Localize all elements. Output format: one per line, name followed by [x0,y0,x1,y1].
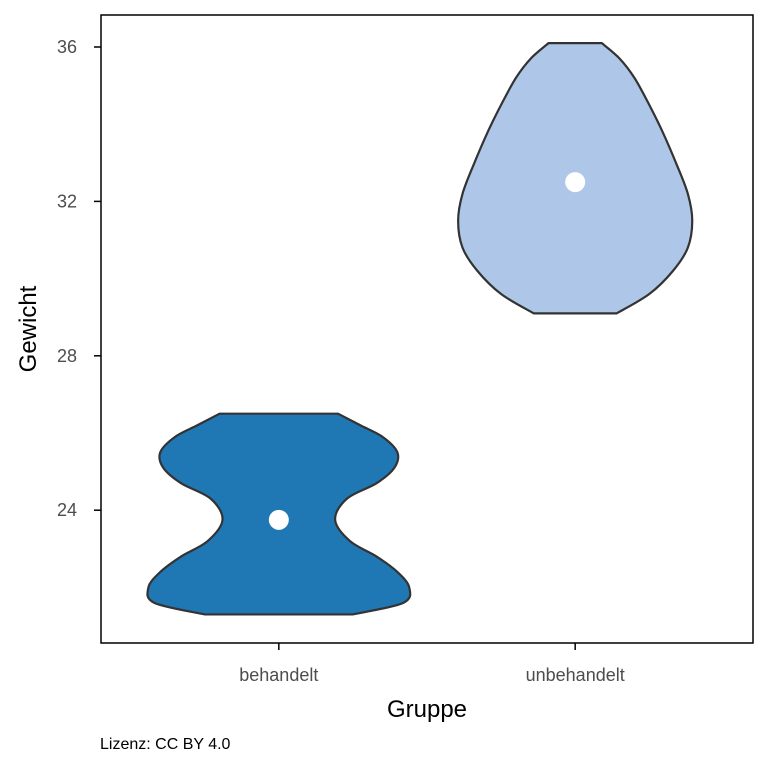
y-axis-title: Gewicht [15,285,42,372]
median-marker-behandelt [268,509,289,530]
y-axis: 24 28 32 36 [57,37,101,520]
violins-layer [146,42,694,616]
x-axis-title: Gruppe [387,696,467,723]
y-tick-label: 28 [57,346,77,366]
y-tick-label: 36 [57,37,77,57]
x-tick-label: behandelt [239,665,318,685]
x-axis: behandelt unbehandelt [239,643,625,685]
median-marker-unbehandelt [565,172,586,193]
y-tick-label: 32 [57,191,77,211]
y-tick-label: 24 [57,500,77,520]
license-caption: Lizenz: CC BY 4.0 [100,736,231,753]
x-tick-label: unbehandelt [526,665,625,685]
